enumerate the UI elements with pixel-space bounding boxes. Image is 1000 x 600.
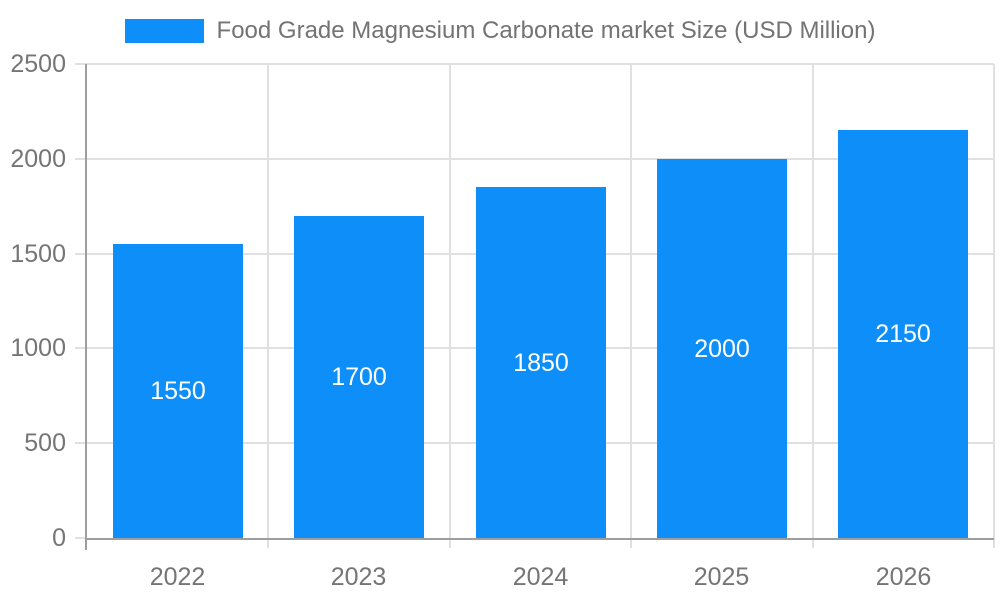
bar-value-label: 1850: [513, 348, 569, 377]
bar-2025: 2000: [657, 159, 787, 538]
v-gridline: [449, 64, 451, 538]
y-tick-label: 2500: [10, 50, 66, 78]
x-tick-label: 2023: [330, 563, 387, 591]
x-tick-label: 2026: [875, 563, 932, 591]
y-tick-label: 1000: [10, 334, 66, 362]
legend-label: Food Grade Magnesium Carbonate market Si…: [216, 17, 876, 44]
x-tick-label: 2024: [512, 563, 569, 591]
legend: Food Grade Magnesium Carbonate market Si…: [0, 18, 1000, 44]
y-axis-line: [85, 64, 87, 550]
bar-value-label: 2000: [694, 334, 750, 363]
bar-2024: 1850: [476, 187, 606, 538]
v-gridline: [812, 64, 814, 538]
x-axis-line: [85, 538, 994, 540]
v-gridline: [267, 64, 269, 538]
x-tick: [812, 538, 814, 548]
h-gridline: [75, 158, 994, 160]
y-tick-label: 500: [24, 429, 66, 457]
x-tick-label: 2025: [693, 563, 750, 591]
y-tick: [75, 537, 87, 539]
x-tick: [267, 538, 269, 548]
bar-2022: 1550: [113, 244, 243, 538]
v-gridline: [630, 64, 632, 538]
y-tick-label: 0: [52, 524, 66, 552]
x-tick: [630, 538, 632, 548]
bar-value-label: 1700: [331, 363, 387, 391]
x-tick: [449, 538, 451, 548]
legend-swatch: [124, 19, 204, 43]
bar-2026: 2150: [838, 130, 968, 538]
bar-value-label: 2150: [875, 320, 931, 348]
x-tick: [993, 538, 995, 548]
v-gridline: [993, 64, 995, 538]
bar-2023: 1700: [294, 216, 424, 538]
y-tick-label: 2000: [10, 145, 66, 173]
h-gridline: [75, 63, 994, 65]
x-tick-label: 2022: [149, 563, 206, 591]
bar-value-label: 1550: [150, 377, 206, 405]
y-tick-label: 1500: [10, 240, 66, 268]
